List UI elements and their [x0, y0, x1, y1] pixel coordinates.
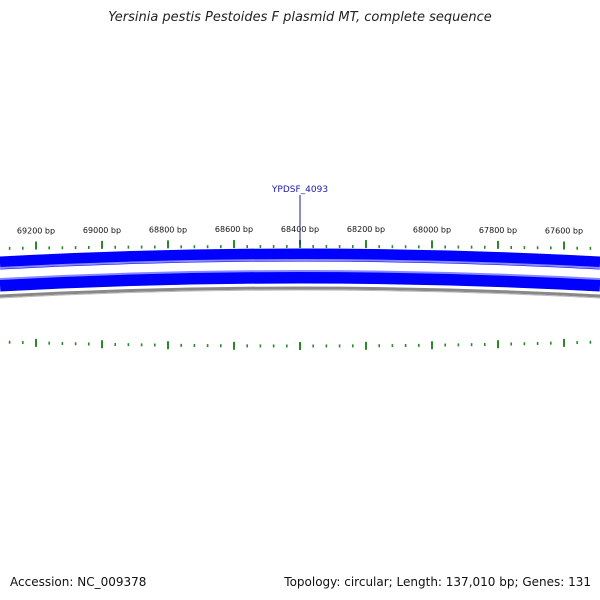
accession-text: Accession: NC_009378: [10, 575, 147, 589]
scale-label: 69200 bp: [17, 227, 55, 236]
gene-label[interactable]: YPDSF_4093: [271, 185, 328, 195]
scale-label: 67800 bp: [479, 226, 517, 235]
scale-label: 68800 bp: [149, 225, 187, 234]
map-title: Yersinia pestis Pestoides F plasmid MT, …: [108, 10, 492, 25]
backbone-ring-shadow: [0, 289, 600, 299]
scale-label: 67600 bp: [545, 227, 583, 236]
minus-strand-track[interactable]: [0, 270, 600, 292]
inner-tick-ring: [8, 338, 592, 350]
scale-label: 68600 bp: [215, 225, 253, 234]
plus-strand-track[interactable]: [0, 248, 600, 270]
plus-strand-highlight: [0, 259, 600, 269]
scale-label: 68200 bp: [347, 225, 385, 234]
backbone-ring: [0, 286, 600, 298]
scale-label: 69000 bp: [83, 226, 121, 235]
minus-strand-highlight: [0, 270, 600, 280]
sequence-stats-text: Topology: circular; Length: 137,010 bp; …: [284, 575, 591, 589]
scale-label: 68000 bp: [413, 225, 451, 234]
